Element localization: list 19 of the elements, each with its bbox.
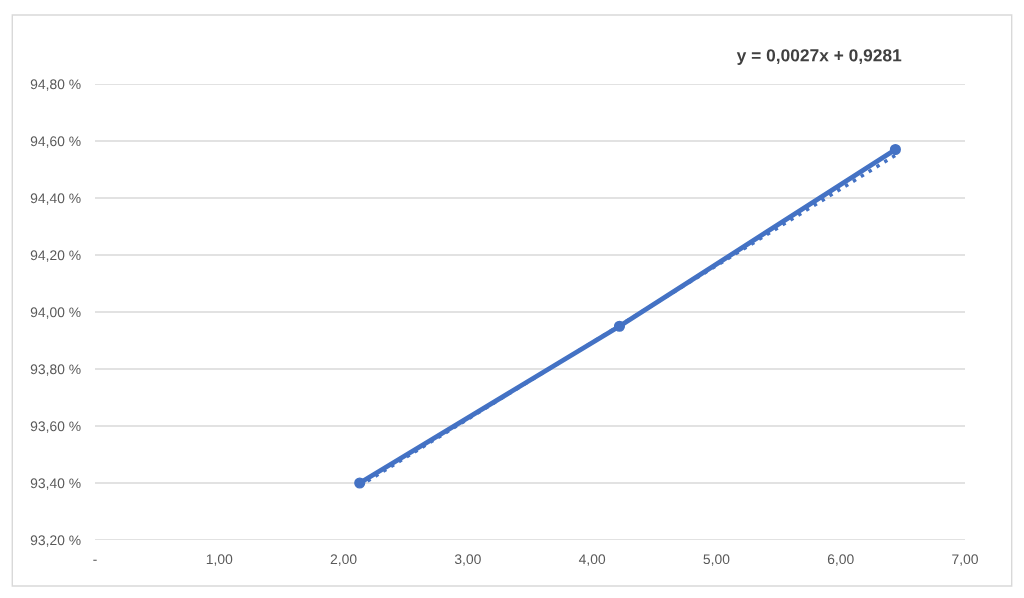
x-tick-label: 2,00 bbox=[330, 554, 357, 566]
x-tick-label: 6,00 bbox=[827, 554, 854, 566]
x-tick-label: - bbox=[93, 559, 97, 561]
text: y = 0,0027x + 0,9281 bbox=[736, 49, 902, 65]
y-tick-label: 94,00 % bbox=[30, 307, 81, 319]
x-tick-label: 5,00 bbox=[703, 554, 730, 566]
point bbox=[889, 143, 901, 156]
y-tick-label: 93,60 % bbox=[30, 421, 81, 433]
y-tick-label: 93,40 % bbox=[30, 478, 81, 490]
y-tick-label: 93,80 % bbox=[30, 364, 81, 376]
x-tick-label: 1,00 bbox=[206, 554, 233, 566]
x-tick-label: 3,00 bbox=[454, 554, 481, 566]
x-tick-label: 7,00 bbox=[952, 554, 978, 566]
y-tick-label: 94,80 % bbox=[30, 79, 81, 91]
y-tick-label: 94,60 % bbox=[30, 136, 81, 148]
y-tick-label: 93,20 % bbox=[30, 535, 81, 547]
x-tick-label: 4,00 bbox=[578, 554, 606, 566]
y-tick-label: 94,20 % bbox=[30, 250, 81, 262]
y-tick-label: 94,40 % bbox=[30, 193, 81, 205]
